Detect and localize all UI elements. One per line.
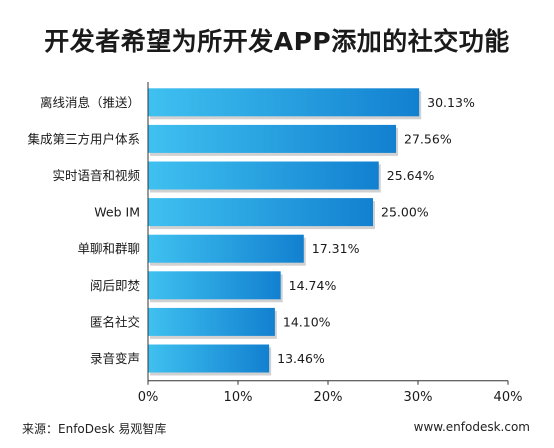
data-label: 30.13% [427,95,475,110]
bar [148,124,397,153]
category-label: 单聊和群聊 [77,241,140,256]
x-tick-label: 40% [494,390,523,405]
data-label: 13.46% [277,351,325,366]
x-tick-label: 20% [314,390,343,405]
bar [148,88,420,117]
source-note: 来源：EnfoDesk 易观智库 [22,422,167,436]
data-label: 25.64% [387,168,435,183]
category-label: 匿名社交 [90,314,140,329]
bar [148,198,373,227]
bar [148,344,270,373]
bar [148,271,281,300]
x-tick-label: 10% [224,390,253,405]
data-label: 27.56% [404,131,452,146]
x-tick-label: 30% [404,390,433,405]
category-label: 录音变声 [90,351,140,366]
category-label: 阅后即焚 [90,278,140,293]
data-label: 14.74% [289,278,337,293]
category-label: 离线消息（推送） [40,95,140,110]
bar [148,234,304,263]
bar [148,307,275,336]
data-label: 14.10% [283,314,331,329]
data-label: 25.00% [381,205,429,220]
chart-title: 开发者希望为所开发APP添加的社交功能 [44,27,510,56]
category-label: Web IM [94,205,140,220]
bar [148,161,379,190]
data-label: 17.31% [312,241,360,256]
category-label: 实时语音和视频 [52,168,140,183]
source-url: www.enfodesk.com [413,420,530,434]
x-tick-label: 0% [138,390,159,405]
category-label: 集成第三方用户体系 [27,131,140,146]
